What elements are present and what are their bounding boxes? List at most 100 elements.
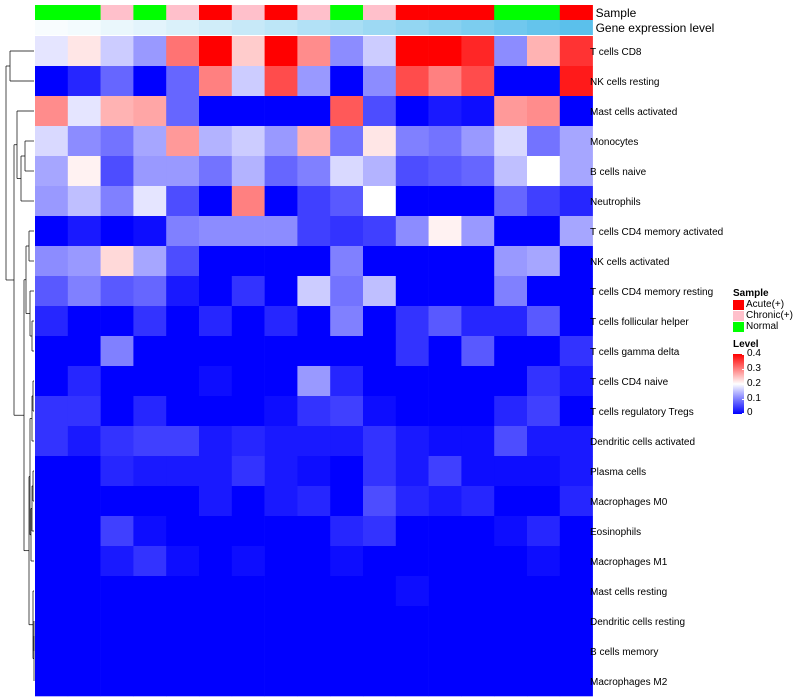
heatmap-cell	[363, 66, 397, 97]
heatmap-cell	[461, 546, 495, 577]
heatmap-cell	[133, 456, 167, 487]
heatmap-cell	[67, 516, 101, 547]
heatmap-cell	[100, 246, 134, 277]
heatmap-cell	[363, 36, 397, 67]
heatmap-cell	[461, 396, 495, 427]
heatmap-cell	[428, 606, 462, 637]
heatmap-cell	[100, 426, 134, 457]
heatmap-cell	[35, 366, 69, 397]
heatmap-cell	[395, 36, 429, 67]
heatmap-cell	[133, 36, 167, 67]
row-label: Macrophages M2	[590, 677, 668, 688]
heatmap-cell	[527, 486, 561, 517]
heatmap-cell	[133, 156, 167, 187]
heatmap-cell	[527, 516, 561, 547]
heatmap-cell	[199, 366, 233, 397]
heatmap-cell	[166, 426, 200, 457]
heatmap-cell	[363, 636, 397, 667]
heatmap-cell	[527, 636, 561, 667]
level-tick-label: 0.2	[747, 378, 761, 389]
heatmap-cell	[363, 396, 397, 427]
heatmap-cell	[428, 336, 462, 367]
heatmap-cell	[264, 426, 298, 457]
heatmap-cell	[428, 276, 462, 307]
heatmap-cell	[264, 606, 298, 637]
heatmap-cell	[494, 126, 528, 157]
heatmap-cell	[100, 666, 134, 697]
heatmap-cell	[35, 186, 69, 217]
heatmap-cell	[35, 96, 69, 127]
heatmap-cell	[461, 36, 495, 67]
level-legend-title: Level	[733, 339, 759, 350]
row-label: T cells CD8	[590, 47, 642, 58]
heatmap-cell	[494, 306, 528, 337]
annotation-label: Gene expression level	[596, 21, 715, 35]
heatmap-cell	[330, 336, 364, 367]
heatmap-cell	[231, 546, 265, 577]
heatmap-cell	[166, 66, 200, 97]
heatmap-cell	[100, 456, 134, 487]
heatmap-cell	[559, 126, 593, 157]
heatmap-cell	[559, 636, 593, 667]
heatmap-cell	[330, 66, 364, 97]
acute-label: Acute(+)	[746, 299, 785, 310]
heatmap-cell	[297, 546, 331, 577]
heatmap-cell	[330, 396, 364, 427]
heatmap-cell	[461, 96, 495, 127]
row-label: NK cells resting	[590, 77, 659, 88]
heatmap-cell	[494, 636, 528, 667]
heatmap-cell	[166, 276, 200, 307]
heatmap-cell	[363, 426, 397, 457]
heatmap-cell	[461, 576, 495, 607]
heatmap-cell	[330, 576, 364, 607]
heatmap-cell	[35, 636, 69, 667]
heatmap-cell	[395, 126, 429, 157]
heatmap-cell	[297, 96, 331, 127]
heatmap-cell	[527, 456, 561, 487]
heatmap-cell	[231, 606, 265, 637]
heatmap-cell	[395, 156, 429, 187]
heatmap-cell	[133, 366, 167, 397]
level-legend: Level 0.4 0.3 0.2 0.1 0	[733, 339, 761, 420]
sample-annotation-cell	[231, 5, 265, 20]
heatmap-cell	[133, 546, 167, 577]
heatmap-cell	[35, 606, 69, 637]
heatmap-cell	[67, 546, 101, 577]
heatmap-cell	[133, 276, 167, 307]
heatmap-cell	[330, 246, 364, 277]
heatmap-cell	[166, 126, 200, 157]
heatmap-cell	[67, 306, 101, 337]
heatmap-cell	[428, 126, 462, 157]
heatmap-cell	[133, 336, 167, 367]
heatmap-cell	[133, 126, 167, 157]
heatmap-cell	[461, 66, 495, 97]
heatmap-cell	[461, 186, 495, 217]
heatmap-cell	[527, 66, 561, 97]
heatmap-cell	[559, 486, 593, 517]
heatmap-cell	[231, 486, 265, 517]
gene-expression-annotation-cell	[395, 20, 429, 35]
heatmap-cell	[363, 366, 397, 397]
row-label: Mast cells activated	[590, 107, 677, 118]
row-label: T cells CD4 naive	[590, 377, 669, 388]
sample-annotation-cell	[395, 5, 429, 20]
row-label: Monocytes	[590, 137, 638, 148]
heatmap-cell	[461, 306, 495, 337]
heatmap-cell	[297, 276, 331, 307]
heatmap-cell	[363, 606, 397, 637]
heatmap-cell	[133, 96, 167, 127]
heatmap-cell	[264, 366, 298, 397]
heatmap-cell	[330, 126, 364, 157]
heatmap-cell	[527, 186, 561, 217]
heatmap-cell	[330, 186, 364, 217]
heatmap-cell	[264, 516, 298, 547]
sample-annotation-cell	[559, 5, 593, 20]
heatmap-cell	[35, 456, 69, 487]
heatmap-cell	[264, 396, 298, 427]
heatmap-cell	[363, 186, 397, 217]
row-label: Macrophages M0	[590, 497, 668, 508]
heatmap-cell	[166, 366, 200, 397]
gene-expression-annotation-cell	[35, 20, 69, 35]
heatmap-cell	[67, 216, 101, 247]
